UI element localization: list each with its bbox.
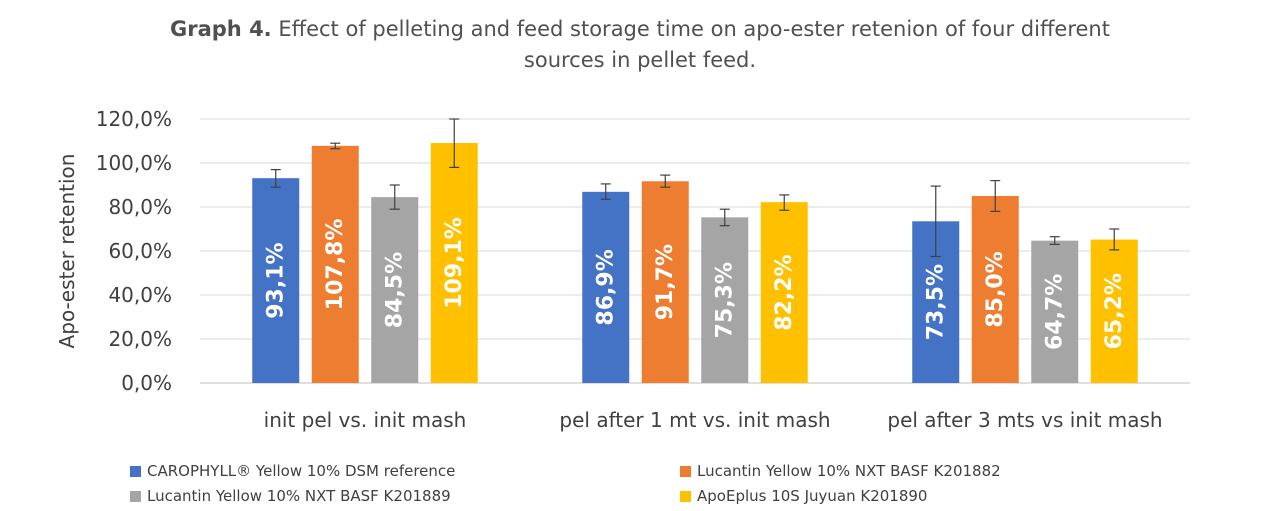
data-label: 73,5% bbox=[923, 264, 948, 340]
x-tick-label: pel after 1 mt vs. init mash bbox=[559, 408, 830, 432]
legend-item-3: ApoEplus 10S Juyuan K201890 bbox=[680, 487, 927, 505]
data-label: 107,8% bbox=[323, 219, 348, 311]
chart-title-lead: Graph 4. bbox=[170, 17, 272, 41]
bar bbox=[1031, 240, 1079, 383]
legend-item-0: CAROPHYLL® Yellow 10% DSM reference bbox=[130, 462, 455, 480]
y-tick-label: 100,0% bbox=[96, 151, 172, 175]
bar bbox=[311, 145, 359, 383]
x-axis: init pel vs. init mash pel after 1 mt vs.… bbox=[264, 408, 1163, 432]
legend-swatch bbox=[130, 491, 141, 502]
data-label: 75,3% bbox=[712, 262, 737, 338]
bar bbox=[582, 191, 630, 383]
bar bbox=[971, 196, 1019, 383]
data-label: 82,2% bbox=[772, 254, 797, 330]
bar bbox=[252, 178, 300, 383]
y-tick-label: 60,0% bbox=[108, 239, 172, 263]
data-label: 85,0% bbox=[983, 251, 1008, 327]
bar bbox=[430, 142, 478, 383]
legend-label: ApoEplus 10S Juyuan K201890 bbox=[697, 487, 928, 505]
bar bbox=[760, 202, 808, 383]
data-label: 109,1% bbox=[442, 217, 467, 309]
y-axis: 0,0% 20,0% 40,0% 60,0% 80,0% 100,0% 120,0% Apo-… bbox=[55, 107, 172, 395]
legend-swatch bbox=[680, 466, 691, 477]
data-label: 64,7% bbox=[1042, 274, 1067, 350]
y-tick-label: 40,0% bbox=[108, 283, 172, 307]
bars bbox=[252, 142, 1138, 383]
legend-label: CAROPHYLL® Yellow 10% DSM reference bbox=[147, 462, 456, 480]
legend-label: Lucantin Yellow 10% NXT BASF K201882 bbox=[697, 462, 1001, 480]
gridlines bbox=[200, 118, 1190, 384]
x-tick-label: pel after 3 mts vs init mash bbox=[887, 408, 1162, 432]
y-tick-label: 120,0% bbox=[96, 107, 172, 131]
legend-item-2: Lucantin Yellow 10% NXT BASF K201889 bbox=[130, 487, 451, 505]
y-axis-title: Apo-ester retention bbox=[55, 154, 79, 349]
data-label: 86,9% bbox=[593, 249, 618, 325]
data-labels: 93,1% 107,8% 84,5% 109,1% 86,9% 91,7% 75,3% 82,… bbox=[263, 217, 1127, 350]
chart-title-line1: Effect of pelleting and feed storage tim… bbox=[278, 17, 1110, 41]
y-tick-label: 80,0% bbox=[108, 195, 172, 219]
data-label: 91,7% bbox=[653, 244, 678, 320]
chart-title-line2: sources in pellet feed. bbox=[523, 48, 757, 72]
legend-label: Lucantin Yellow 10% NXT BASF K201889 bbox=[147, 487, 451, 505]
y-tick-label: 20,0% bbox=[108, 327, 172, 351]
data-label: 84,5% bbox=[382, 252, 407, 328]
legend-swatch bbox=[680, 491, 691, 502]
y-tick-label: 0,0% bbox=[121, 371, 172, 395]
bar bbox=[371, 197, 419, 383]
legend-swatch bbox=[130, 466, 141, 477]
bar bbox=[701, 217, 749, 383]
data-label: 65,2% bbox=[1102, 273, 1127, 349]
x-tick-label: init pel vs. init mash bbox=[264, 408, 467, 432]
data-label: 93,1% bbox=[263, 242, 288, 318]
error-bars bbox=[270, 118, 1120, 258]
bar bbox=[641, 181, 689, 383]
legend-item-1: Lucantin Yellow 10% NXT BASF K201882 bbox=[680, 462, 1001, 480]
chart-title: Graph 4. Effect of pelleting and feed st… bbox=[0, 14, 1280, 76]
bar bbox=[1090, 239, 1138, 383]
